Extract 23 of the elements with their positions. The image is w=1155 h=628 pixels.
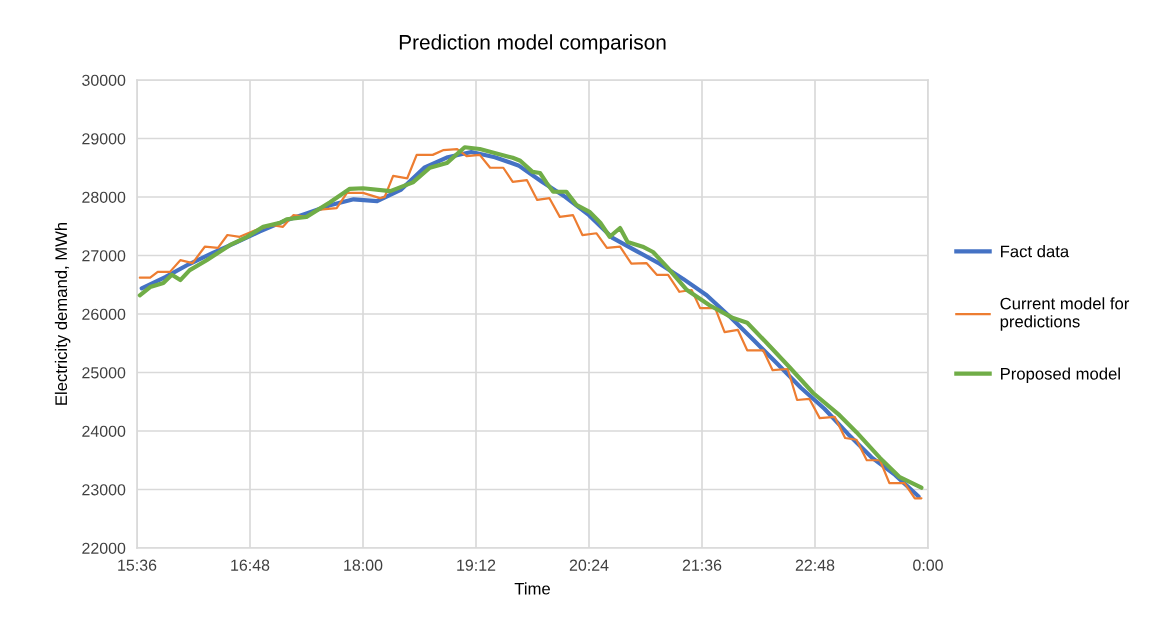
- y-tick-label: 26000: [82, 308, 126, 320]
- chart-title: Prediction model comparison: [399, 34, 666, 54]
- legend-label: Proposed model: [1001, 367, 1120, 383]
- x-axis-title: Time: [514, 582, 550, 595]
- y-tick-label: 23000: [82, 484, 126, 496]
- y-tick-label: 27000: [82, 250, 126, 262]
- x-tick-label: 19:12: [457, 559, 496, 571]
- y-tick-label: 25000: [82, 367, 126, 379]
- y-axis-title: Electricity demand, MWh: [54, 222, 71, 405]
- x-tick-label: 22:48: [795, 559, 835, 571]
- y-tick-label: 24000: [82, 425, 126, 437]
- x-tick-label: 15:36: [118, 559, 157, 571]
- legend-label: Fact data: [1001, 245, 1070, 258]
- y-tick-label: 28000: [82, 191, 126, 203]
- y-tick-label: 30000: [82, 74, 126, 86]
- x-tick-label: 16:48: [231, 559, 270, 571]
- x-tick-label: 20:24: [569, 559, 609, 571]
- legend-label: Current model for predictions: [1000, 297, 1130, 331]
- y-tick-label: 22000: [82, 542, 126, 554]
- x-tick-label: 0:00: [913, 559, 943, 571]
- x-tick-label: 18:00: [344, 559, 383, 571]
- x-tick-label: 21:36: [682, 559, 722, 571]
- y-tick-label: 29000: [82, 133, 126, 145]
